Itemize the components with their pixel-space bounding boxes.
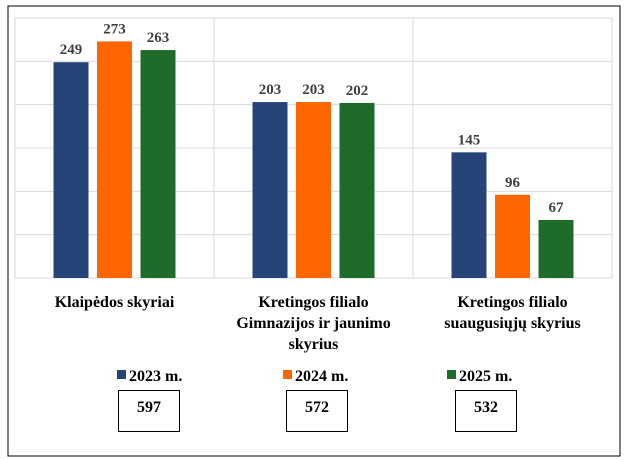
bar [252, 102, 288, 278]
data-label: 273 [103, 21, 126, 37]
bar [339, 102, 375, 278]
x-tick-label: Kretingos filialo Gimnazijos ir jaunimo … [236, 294, 391, 353]
legend-swatch [117, 370, 126, 379]
bar [296, 102, 331, 278]
bar [140, 50, 176, 278]
legend-label: 2023 m. [129, 368, 182, 385]
data-label: 249 [60, 42, 83, 58]
bar [53, 62, 89, 279]
data-label: 263 [147, 30, 170, 46]
total-box: 597 [118, 390, 180, 432]
bar [495, 194, 530, 278]
data-label: 202 [346, 83, 369, 99]
legend-swatch [283, 370, 292, 379]
total-box: 532 [455, 390, 517, 432]
x-tick-label: Kretingos filialo suaugusiųjų skyrius [444, 294, 581, 332]
total-box: 572 [286, 390, 348, 432]
data-label: 67 [549, 200, 565, 216]
legend-swatch [447, 370, 456, 379]
bar [97, 41, 132, 279]
data-label: 203 [302, 82, 325, 98]
x-tick-label: Klaipėdos skyriai [54, 294, 175, 311]
legend-label: 2024 m. [295, 368, 348, 385]
data-label: 96 [505, 175, 521, 191]
bar [451, 152, 487, 278]
data-label: 145 [458, 132, 481, 148]
bar [538, 219, 574, 278]
legend-label: 2025 m. [459, 368, 512, 385]
data-label: 203 [259, 82, 282, 98]
frame [7, 5, 621, 457]
